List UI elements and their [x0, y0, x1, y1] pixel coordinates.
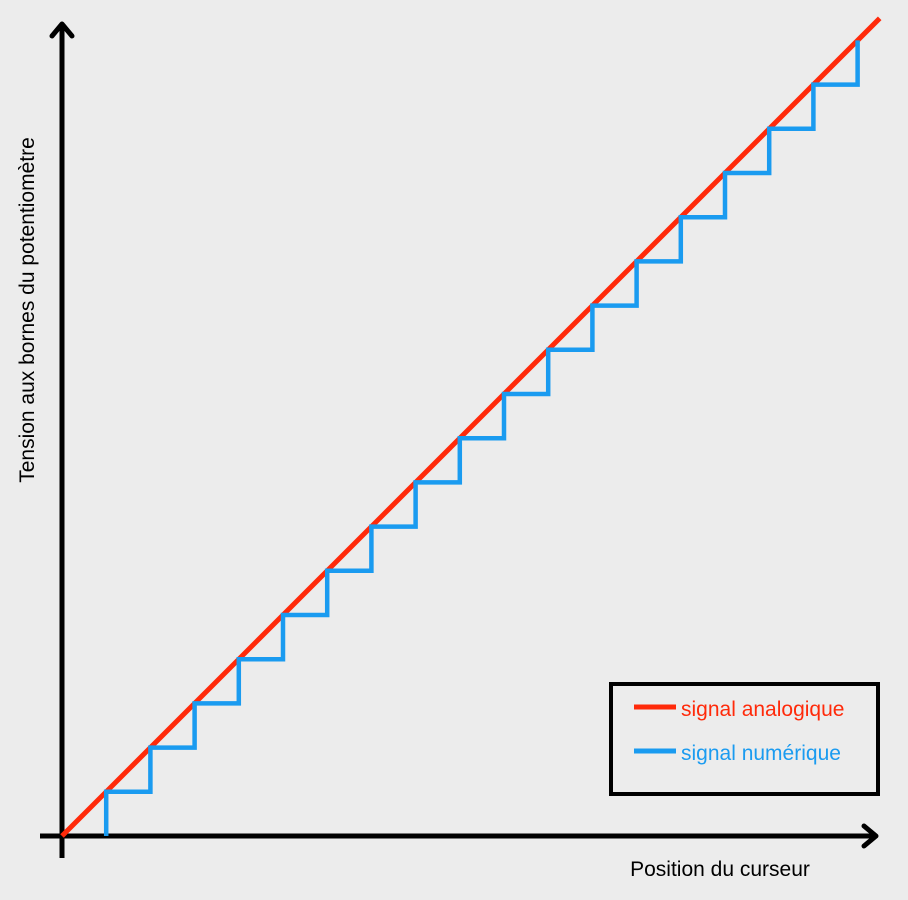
y-axis-label: Tension aux bornes du potentiomètre [16, 137, 39, 483]
series-analog-line [60, 16, 882, 838]
x-axis-arrow [861, 823, 879, 849]
legend: signal analogique signal numérique [609, 682, 880, 796]
x-axis-label: Position du curseur [630, 858, 810, 881]
legend-label: signal analogique [681, 698, 844, 721]
series-layer [60, 16, 882, 838]
y-axis-arrow [49, 21, 75, 39]
series-digital-steps [103, 40, 860, 836]
legend-box [609, 682, 880, 796]
legend-label: signal numérique [681, 742, 841, 765]
